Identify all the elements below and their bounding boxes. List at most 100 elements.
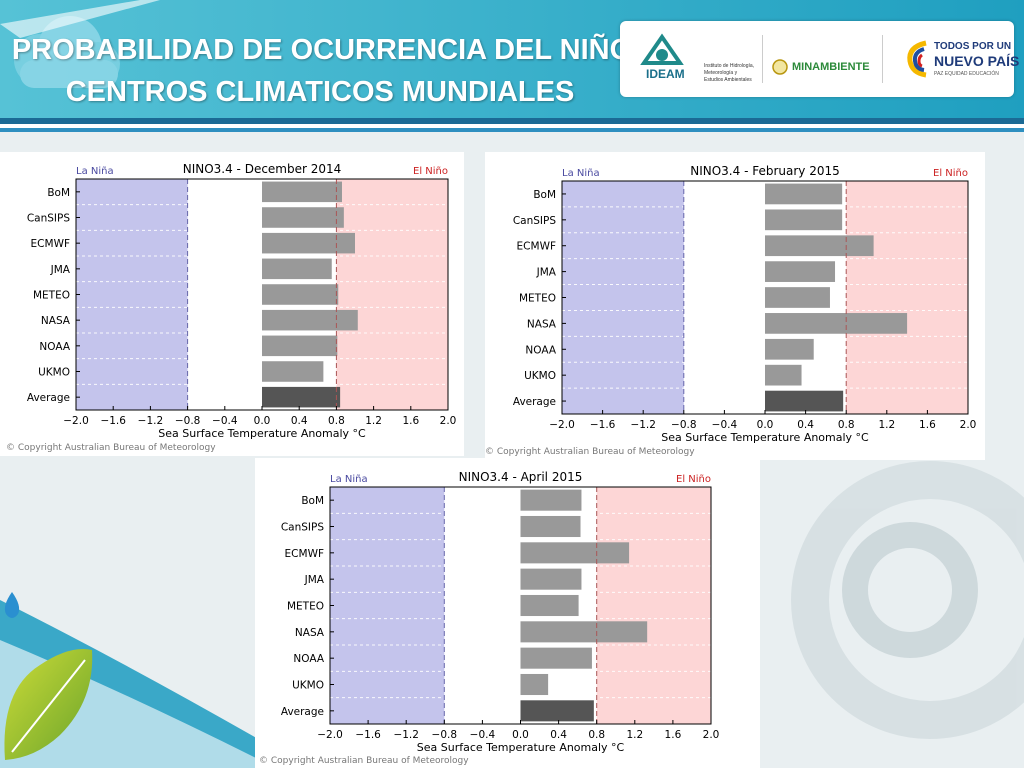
x-tick-label: −1.6 xyxy=(590,419,616,431)
chart-title: NINO3.4 - December 2014 xyxy=(183,162,342,176)
category-label: BoM xyxy=(47,187,70,199)
x-axis-label: Sea Surface Temperature Anomaly °C xyxy=(158,427,366,440)
x-tick-label: 0.8 xyxy=(588,729,605,741)
nino34-chart-december-2014: BoM CanSIPS ECMWF JMA METEO NASA NOAA UKMO Avera… xyxy=(27,162,457,440)
la-nina-label: La Niña xyxy=(330,474,368,485)
bar-nasa xyxy=(520,621,648,643)
la-nina-region xyxy=(562,181,684,414)
category-label: NOAA xyxy=(39,341,70,353)
x-tick-label: 1.6 xyxy=(919,419,936,431)
ideam-subtitle-3: Estudios Ambientales xyxy=(704,77,752,83)
category-label: METEO xyxy=(519,293,556,305)
copyright-note: © Copyright Australian Bureau of Meteoro… xyxy=(6,443,216,453)
la-nina-label: La Niña xyxy=(562,168,600,179)
category-label: Average xyxy=(281,706,324,718)
x-tick-label: −0.8 xyxy=(671,419,697,431)
category-label: ECMWF xyxy=(31,238,70,250)
category-label: CanSIPS xyxy=(27,213,71,225)
x-tick-label: 2.0 xyxy=(440,415,457,427)
bar-average xyxy=(765,390,844,412)
bar-noaa xyxy=(765,338,814,360)
bar-ecmwf xyxy=(520,542,630,564)
chart-panel-1: BoM CanSIPS ECMWF JMA METEO NASA NOAA UKMO Avera… xyxy=(0,152,464,456)
x-tick-label: 2.0 xyxy=(960,419,977,431)
category-label: UKMO xyxy=(524,370,556,382)
el-nino-region xyxy=(596,487,711,724)
category-label: JMA xyxy=(50,264,71,276)
category-label: NASA xyxy=(295,627,325,639)
bar-bom xyxy=(520,489,582,511)
x-tick-label: 0.0 xyxy=(254,415,271,427)
gov-slogan-line2: NUEVO PAÍS xyxy=(934,53,1020,69)
bar-ecmwf xyxy=(262,232,355,254)
bar-cansips xyxy=(262,207,344,228)
category-label: Average xyxy=(513,396,556,408)
bar-average xyxy=(520,700,594,722)
header-stripe xyxy=(0,118,1024,124)
chart-title: NINO3.4 - April 2015 xyxy=(459,470,583,484)
x-tick-label: −0.8 xyxy=(432,729,458,741)
bar-ukmo xyxy=(262,361,324,382)
chart-panel-2: BoM CanSIPS ECMWF JMA METEO NASA NOAA UKMO Avera… xyxy=(485,152,985,460)
category-label: NASA xyxy=(527,318,557,330)
todos-por-un-nuevo-pais-logo-icon xyxy=(907,40,927,78)
nino34-chart-april-2015: BoM CanSIPS ECMWF JMA METEO NASA NOAA UKMO Avera… xyxy=(281,470,720,754)
category-label: METEO xyxy=(33,290,70,302)
la-nina-region xyxy=(76,179,188,410)
x-tick-label: 1.2 xyxy=(365,415,382,427)
chart-panel-3: BoM CanSIPS ECMWF JMA METEO NASA NOAA UKMO Avera… xyxy=(255,458,760,768)
x-tick-label: −1.6 xyxy=(355,729,381,741)
x-tick-label: −0.8 xyxy=(175,415,201,427)
category-label: Average xyxy=(27,392,70,404)
copyright-note: © Copyright Australian Bureau of Meteoro… xyxy=(259,756,469,766)
bar-average xyxy=(262,386,341,408)
bar-noaa xyxy=(262,335,338,357)
logo-panel: IDEAM Instituto de Hidrología, Meteorolo… xyxy=(620,21,1019,97)
bar-bom xyxy=(765,183,843,205)
category-label: UKMO xyxy=(292,680,324,692)
category-label: ECMWF xyxy=(517,241,556,253)
x-tick-label: −1.2 xyxy=(630,419,656,431)
category-label: NOAA xyxy=(525,344,556,356)
x-tick-label: 2.0 xyxy=(703,729,720,741)
x-tick-label: 0.4 xyxy=(291,415,308,427)
slide-title-line2: CENTROS CLIMATICOS MUNDIALES xyxy=(65,76,575,108)
gov-slogan-line1: TODOS POR UN xyxy=(934,41,1012,52)
x-axis-label: Sea Surface Temperature Anomaly °C xyxy=(417,741,625,754)
x-tick-label: −2.0 xyxy=(549,419,575,431)
x-tick-label: 1.2 xyxy=(626,729,643,741)
x-tick-label: 0.8 xyxy=(838,419,855,431)
x-tick-label: 0.4 xyxy=(550,729,567,741)
category-label: NOAA xyxy=(293,653,324,665)
el-nino-region xyxy=(336,179,448,410)
bar-meteo xyxy=(520,594,579,617)
x-axis-label: Sea Surface Temperature Anomaly °C xyxy=(661,431,869,444)
x-tick-label: −0.4 xyxy=(212,415,238,427)
x-tick-label: 1.6 xyxy=(665,729,682,741)
bar-bom xyxy=(262,181,342,203)
leaf-icon xyxy=(4,649,93,760)
x-tick-label: 1.6 xyxy=(402,415,419,427)
x-tick-label: −1.2 xyxy=(138,415,164,427)
bar-jma xyxy=(520,568,582,590)
x-tick-label: 0.0 xyxy=(757,419,774,431)
x-tick-label: 0.4 xyxy=(797,419,814,431)
x-tick-label: −2.0 xyxy=(63,415,89,427)
nino34-chart-february-2015: BoM CanSIPS ECMWF JMA METEO NASA NOAA UKMO Avera… xyxy=(513,164,977,444)
category-label: CanSIPS xyxy=(513,215,557,227)
gov-slogan-line3: PAZ EQUIDAD EDUCACIÓN xyxy=(934,71,999,77)
x-tick-label: 1.2 xyxy=(878,419,895,431)
bar-nasa xyxy=(765,313,908,334)
bar-meteo xyxy=(262,284,339,305)
category-label: UKMO xyxy=(38,367,70,379)
la-nina-label: La Niña xyxy=(76,166,114,177)
bar-nasa xyxy=(262,309,358,331)
la-nina-region xyxy=(330,487,445,724)
water-drop-icon xyxy=(4,592,20,618)
slide-title-line1: PROBABILIDAD DE OCURRENCIA DEL NIÑO xyxy=(11,34,633,66)
copyright-note: © Copyright Australian Bureau of Meteoro… xyxy=(485,447,695,457)
ideam-logo-icon xyxy=(640,33,684,65)
cloud-icon xyxy=(14,16,120,88)
divider xyxy=(762,35,763,83)
bar-jma xyxy=(765,261,836,282)
